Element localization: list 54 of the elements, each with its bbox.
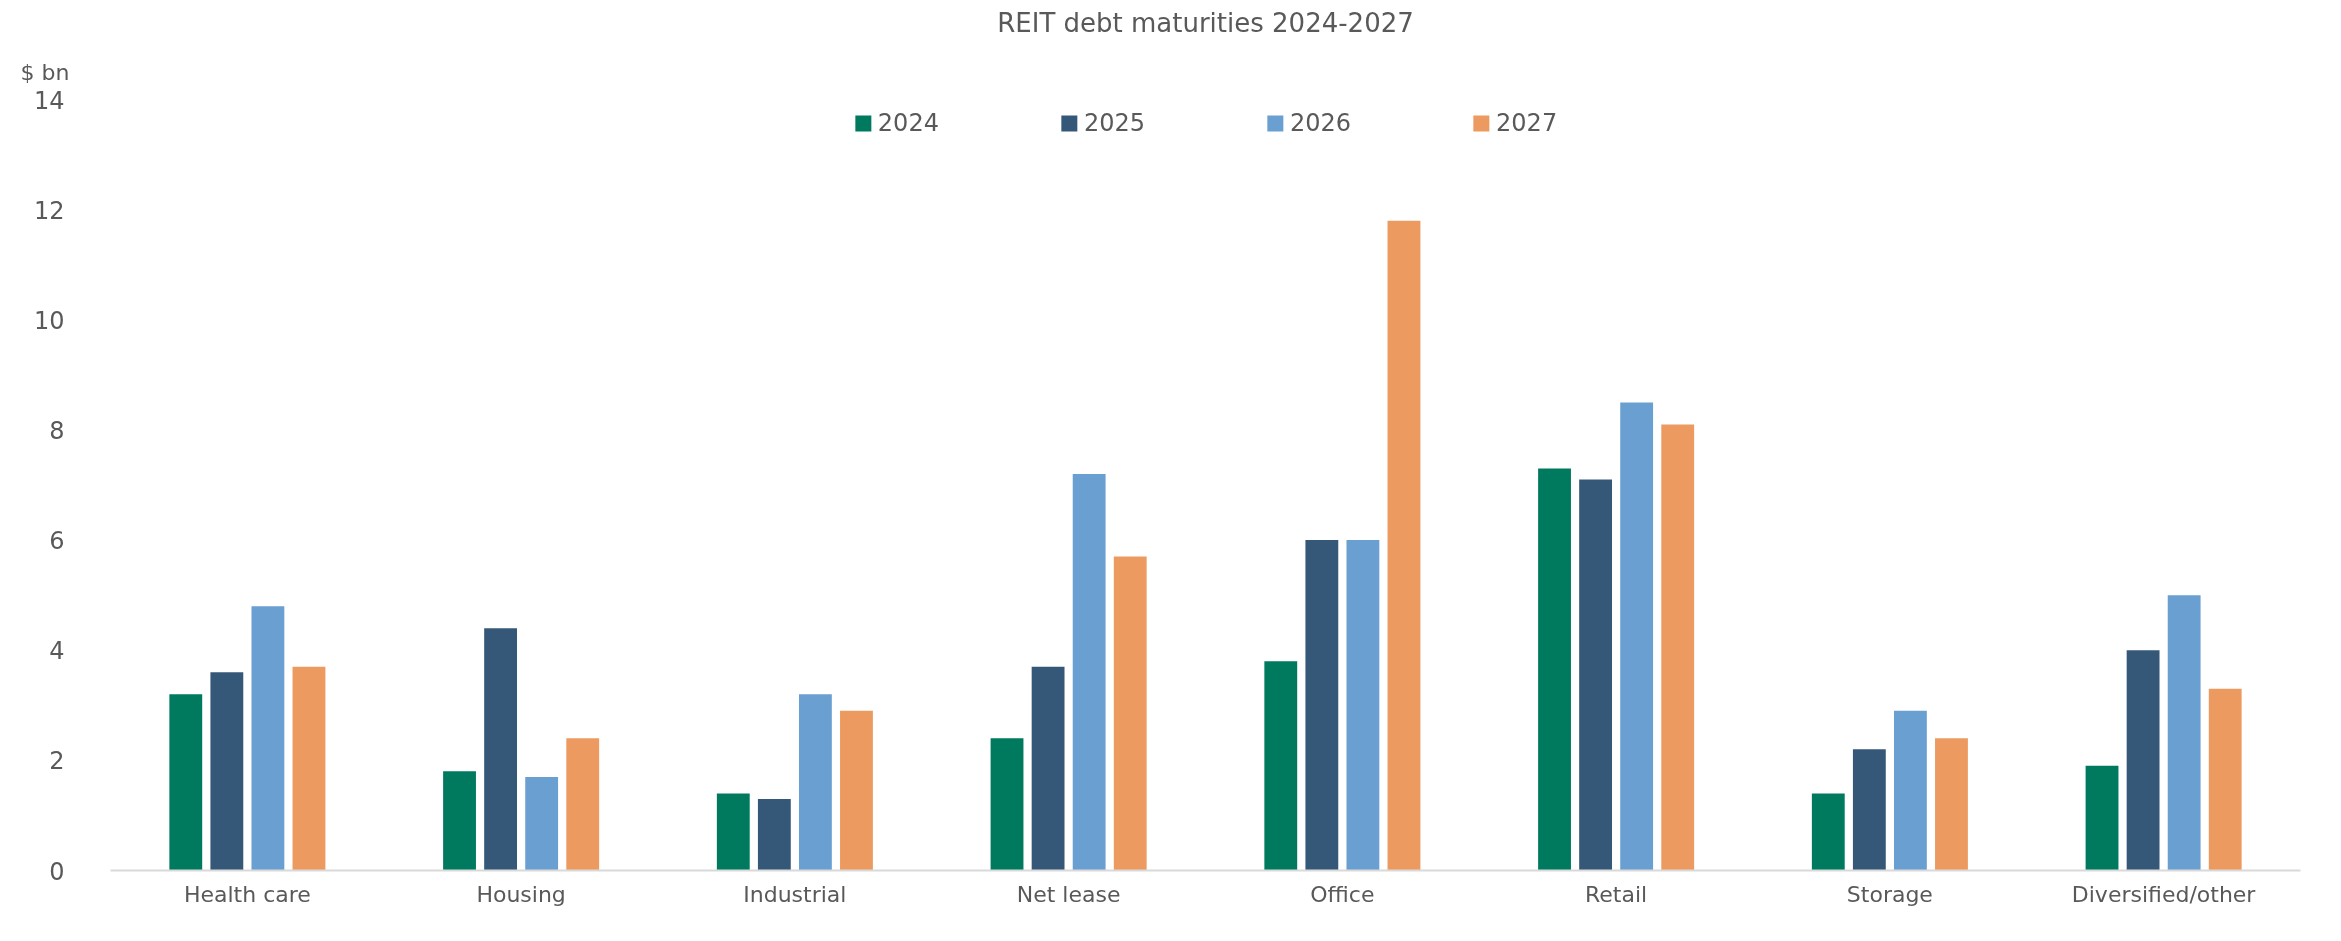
bar bbox=[1538, 468, 1571, 871]
bar bbox=[716, 793, 750, 871]
bar bbox=[1935, 738, 1968, 871]
bar bbox=[798, 694, 832, 871]
bar bbox=[1072, 473, 1106, 871]
chart-title: REIT debt maturities 2024-2027 bbox=[997, 7, 1414, 38]
bar bbox=[484, 628, 518, 871]
legend-label: 2027 bbox=[1496, 109, 1558, 137]
bar bbox=[1811, 793, 1845, 871]
bar bbox=[1113, 556, 1147, 871]
bar bbox=[292, 666, 326, 871]
y-axis-title: $ bn bbox=[20, 59, 70, 85]
bar bbox=[1620, 402, 1654, 871]
y-tick-label: 12 bbox=[33, 196, 65, 225]
legend-label: 2025 bbox=[1083, 109, 1145, 137]
bar bbox=[566, 738, 600, 871]
bar bbox=[251, 606, 285, 871]
bar bbox=[1893, 710, 1927, 871]
bar bbox=[2208, 688, 2242, 871]
bar bbox=[2085, 765, 2119, 871]
y-tick-label: 10 bbox=[33, 306, 65, 335]
x-tick-label: Office bbox=[1310, 881, 1375, 907]
x-tick-label: Diversified/other bbox=[2071, 881, 2257, 907]
y-tick-label: 6 bbox=[49, 527, 65, 556]
bar bbox=[1852, 749, 1886, 871]
bar bbox=[1387, 220, 1421, 871]
bar bbox=[1579, 479, 1613, 871]
bar bbox=[169, 694, 203, 871]
bar bbox=[443, 771, 476, 871]
bar bbox=[840, 710, 873, 871]
bar bbox=[990, 738, 1024, 871]
x-tick-label: Housing bbox=[476, 881, 566, 907]
bar bbox=[1264, 661, 1298, 871]
x-tick-label: Net lease bbox=[1016, 881, 1121, 907]
y-tick-label: 14 bbox=[33, 86, 65, 115]
y-tick-label: 8 bbox=[49, 416, 65, 445]
x-tick-label: Storage bbox=[1846, 881, 1933, 907]
bar bbox=[2126, 650, 2160, 871]
bar bbox=[1305, 540, 1339, 871]
y-tick-label: 2 bbox=[49, 747, 65, 776]
bar bbox=[757, 798, 791, 871]
x-tick-label: Industrial bbox=[743, 881, 847, 907]
bar bbox=[1661, 424, 1695, 871]
y-tick-label: 4 bbox=[49, 637, 65, 666]
bar bbox=[1346, 540, 1380, 871]
x-tick-label: Retail bbox=[1585, 881, 1648, 907]
bar bbox=[1031, 666, 1065, 871]
bar bbox=[2167, 595, 2201, 871]
bar bbox=[525, 776, 559, 871]
legend-label: 2024 bbox=[877, 109, 939, 137]
x-tick-label: Health care bbox=[183, 881, 311, 907]
bar bbox=[210, 672, 244, 871]
y-tick-label: 0 bbox=[49, 857, 65, 886]
legend-label: 2026 bbox=[1290, 109, 1352, 137]
